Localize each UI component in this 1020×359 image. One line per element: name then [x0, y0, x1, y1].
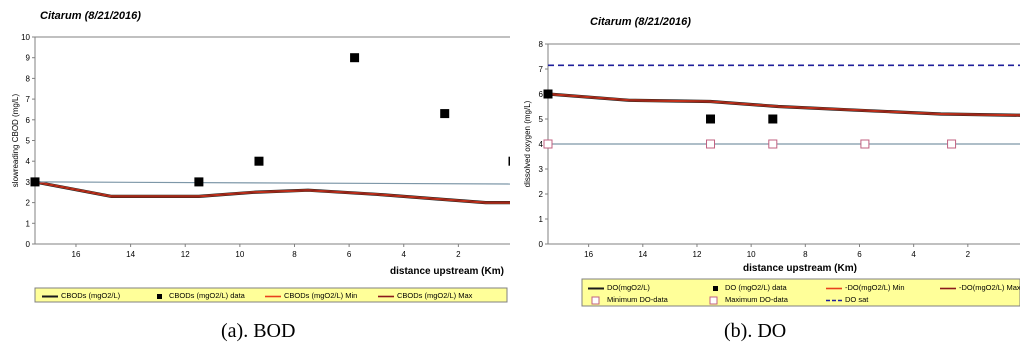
do-data-point — [768, 114, 778, 124]
bod-x-tick-label: 14 — [126, 250, 135, 259]
bod-x-tick-label: 16 — [72, 250, 81, 259]
bod-legend-label: CBODs (mgO2/L) Max — [397, 291, 473, 300]
do-legend-label: DO(mgO2/L) — [607, 283, 650, 292]
bod-y-tick-label: 10 — [21, 33, 30, 42]
do-min-data-point — [947, 139, 957, 149]
do-x-tick-label: 6 — [857, 250, 862, 259]
bod-x-tick-label: 2 — [456, 250, 461, 259]
do-chart-panel: Citarum (8/21/2016) 0 1 2 3 4 5 6 7 8 16 14 12 10 8 6 4 2… — [510, 0, 1020, 354]
do-legend-label: -DO(mgO2/L) Max — [959, 283, 1020, 292]
bod-y-tick-label: 7 — [26, 95, 31, 104]
do-x-axis-label: distance upstream (Km) — [743, 263, 857, 274]
do-y-tick-label: 6 — [539, 90, 544, 99]
bod-y-tick-label: 6 — [26, 116, 31, 125]
bod-data-point — [440, 109, 450, 119]
do-legend-swatch — [709, 296, 718, 305]
do-x-tick-label: 8 — [803, 250, 808, 259]
do-x-tick-label: 2 — [966, 250, 971, 259]
bod-y-tick-label: 9 — [26, 54, 31, 63]
bod-data-point — [30, 177, 40, 187]
bod-data-point — [350, 53, 360, 63]
bod-y-tick-label: 4 — [26, 157, 31, 166]
do-legend-label: DO (mgO2/L) data — [725, 283, 788, 292]
bod-x-tick-label: 6 — [347, 250, 352, 259]
do-x-tick-label: 4 — [911, 250, 916, 259]
do-x-tick-label: 10 — [747, 250, 756, 259]
bod-y-tick-label: 8 — [26, 74, 31, 83]
bod-y-axis-label: slowreading CBOD (mg/L) — [11, 93, 20, 187]
do-legend-label: DO sat — [845, 295, 869, 304]
do-y-tick-label: 0 — [539, 240, 544, 249]
do-series-line-0 — [547, 92, 1020, 117]
do-x-tick-label: 12 — [693, 250, 702, 259]
do-legend-swatch — [713, 286, 718, 291]
do-min-data-point — [860, 139, 870, 149]
do-chart-title: Citarum (8/21/2016) — [590, 16, 691, 28]
bod-y-tick-label: 2 — [26, 199, 31, 208]
do-x-tick-label: 16 — [584, 250, 593, 259]
do-data-point — [706, 114, 716, 124]
bod-legend-swatch — [157, 294, 162, 299]
bod-plot-frame — [34, 36, 514, 245]
bod-chart-title: Citarum (8/21/2016) — [40, 10, 141, 22]
do-min-data-point — [706, 139, 716, 149]
bod-y-tick-label: 0 — [26, 240, 31, 249]
do-legend: DO(mgO2/L) DO (mgO2/L) data -DO(mgO2/L) Mi… — [581, 278, 1020, 307]
do-y-axis-label: dissolved oxygen (mg/L) — [523, 100, 532, 187]
bod-caption: (a). BOD — [221, 320, 296, 342]
bod-x-axis-label: distance upstream (Km) — [390, 266, 504, 277]
bod-chart-panel: Citarum (8/21/2016) 0 1 2 3 4 5 6 7 8 9 10 16 14 12 10 8… — [0, 0, 518, 354]
bod-y-tick-label: 3 — [26, 178, 31, 187]
bod-data-point — [254, 156, 264, 166]
do-y-tick-label: 5 — [539, 115, 544, 124]
do-y-tick-label: 4 — [539, 140, 544, 149]
bod-legend-box — [34, 287, 508, 303]
do-series-line-3 — [547, 93, 1020, 116]
do-legend-label: Minimum DO-data — [607, 295, 669, 304]
do-legend-label: Maximum DO-data — [725, 295, 789, 304]
bod-x-tick-label: 12 — [181, 250, 190, 259]
bod-legend-label: CBODs (mgO2/L) Min — [284, 291, 357, 300]
do-caption: (b). DO — [724, 320, 787, 342]
do-y-tick-label: 3 — [539, 165, 544, 174]
bod-x-tick-label: 8 — [292, 250, 297, 259]
bod-legend: CBODs (mgO2/L) CBODs (mgO2/L) data CBODs (… — [34, 287, 508, 303]
bod-legend-label: CBODs (mgO2/L) data — [169, 291, 246, 300]
bod-series-line-2 — [34, 180, 513, 204]
bod-x-tick-label: 10 — [235, 250, 244, 259]
do-y-tick-label: 8 — [539, 40, 544, 49]
bod-series-line-3 — [34, 181, 513, 204]
do-min-data-point — [768, 139, 778, 149]
do-x-tick-label: 14 — [638, 250, 647, 259]
bod-data-point — [194, 177, 204, 187]
bod-legend-label: CBODs (mgO2/L) — [61, 291, 121, 300]
do-min-data-point — [543, 139, 553, 149]
do-legend-label: -DO(mgO2/L) Min — [845, 283, 905, 292]
bod-y-tick-label: 5 — [26, 137, 31, 146]
do-y-tick-label: 7 — [539, 65, 544, 74]
do-legend-box — [581, 278, 1020, 307]
do-y-tick-label: 1 — [539, 215, 544, 224]
do-legend-swatch — [591, 296, 600, 305]
do-series-line-2 — [547, 93, 1020, 117]
do-y-tick-label: 2 — [539, 190, 544, 199]
bod-y-tick-label: 1 — [26, 219, 31, 228]
do-data-point — [543, 89, 553, 99]
bod-x-tick-label: 4 — [402, 250, 407, 259]
bod-series-line-4 — [34, 181, 514, 185]
